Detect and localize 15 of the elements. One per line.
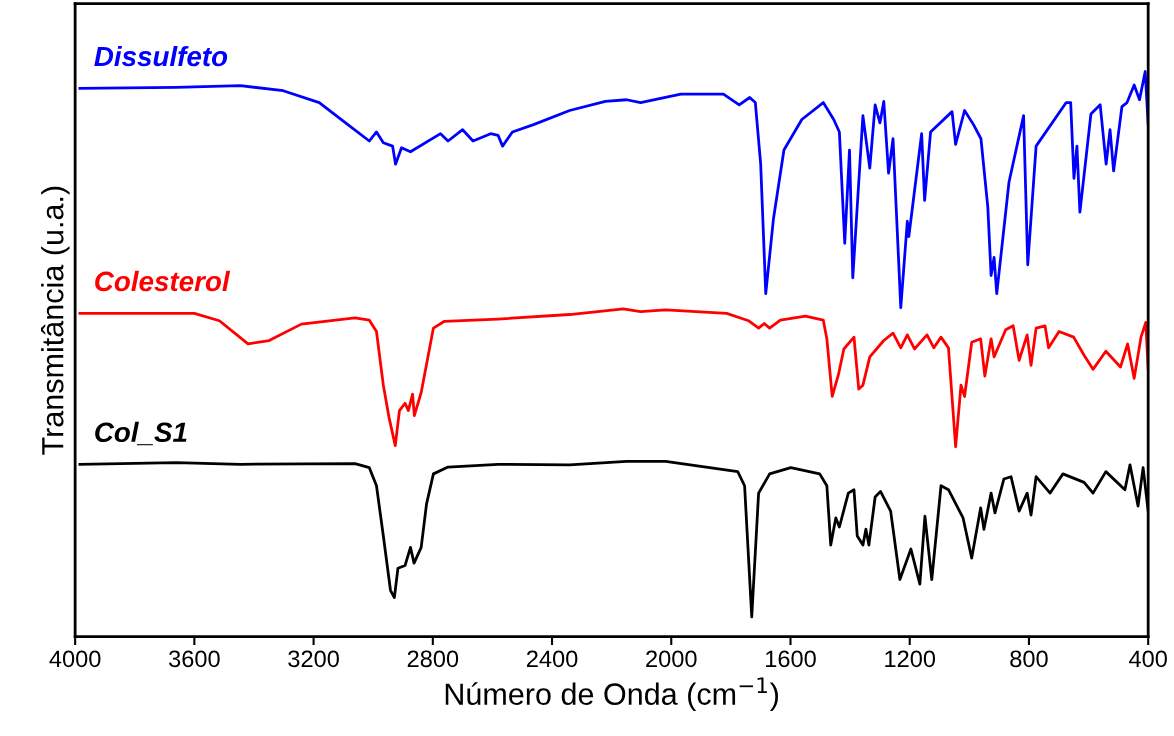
x-tick-label: 800: [1010, 650, 1048, 668]
series-label: Col_S1: [95, 421, 187, 446]
x-tick-label: 3600: [169, 650, 220, 668]
x-tick-label: 400: [1129, 650, 1167, 668]
x-tick-label: 4000: [49, 650, 101, 668]
x-tick-label: 3200: [288, 650, 339, 668]
series-label: Dissulfeto: [94, 45, 228, 67]
x-tick-label: 2800: [407, 650, 459, 668]
x-tick-label: 2000: [646, 650, 697, 668]
x-tick-label: 1600: [766, 650, 816, 668]
x-tick-label: 1200: [885, 650, 936, 668]
x-tick-label: 2400: [526, 650, 578, 668]
x-axis-title: Número de Onda (cm$^{−1}$): [445, 677, 779, 712]
y-axis-title: Transmitância (u.a.): [41, 186, 70, 455]
series-label: Colesterol: [95, 270, 231, 292]
